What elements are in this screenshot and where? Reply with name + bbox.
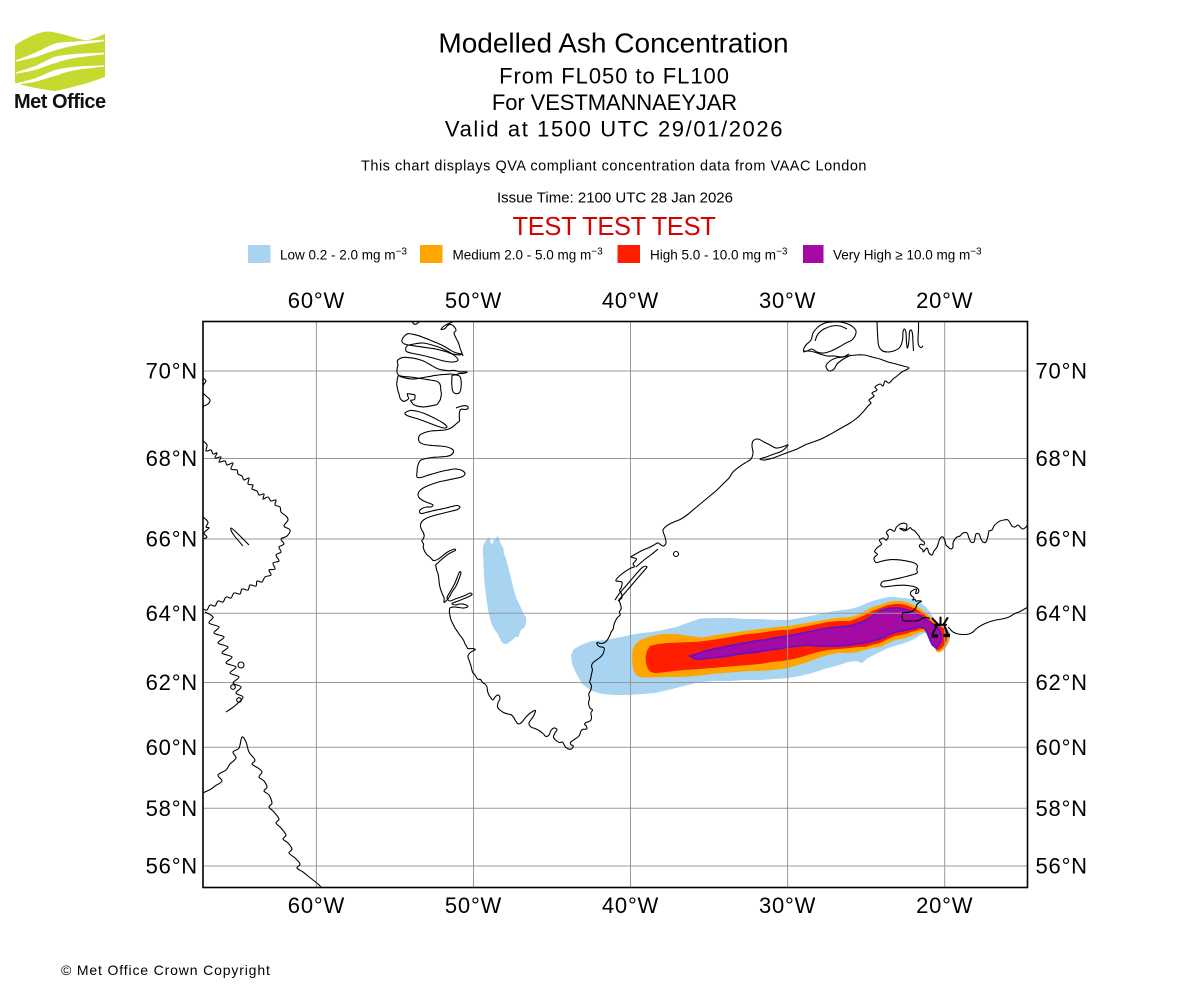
- svg-text:60°W: 60°W: [288, 288, 345, 313]
- svg-text:58°N: 58°N: [146, 796, 198, 821]
- svg-text:Valid at 1500 UTC 29/01/2026: Valid at 1500 UTC 29/01/2026: [445, 116, 784, 141]
- svg-text:68°N: 68°N: [1036, 446, 1088, 471]
- svg-text:50°W: 50°W: [445, 288, 502, 313]
- svg-text:© Met Office Crown Copyright: © Met Office Crown Copyright: [61, 962, 271, 978]
- svg-text:From FL050 to FL100: From FL050 to FL100: [499, 63, 730, 88]
- svg-text:20°W: 20°W: [916, 893, 973, 918]
- svg-text:30°W: 30°W: [759, 893, 816, 918]
- svg-text:40°W: 40°W: [602, 288, 659, 313]
- svg-text:High 5.0 - 10.0 mg m−3: High 5.0 - 10.0 mg m−3: [650, 247, 788, 263]
- svg-text:60°W: 60°W: [288, 893, 345, 918]
- svg-text:60°N: 60°N: [1036, 735, 1088, 760]
- svg-text:Modelled Ash Concentration: Modelled Ash Concentration: [438, 28, 788, 59]
- svg-text:56°N: 56°N: [1036, 854, 1088, 879]
- svg-text:Very High ≥ 10.0 mg m−3: Very High ≥ 10.0 mg m−3: [833, 247, 982, 263]
- svg-text:70°N: 70°N: [1036, 359, 1088, 384]
- svg-text:56°N: 56°N: [146, 854, 198, 879]
- svg-text:60°N: 60°N: [146, 735, 198, 760]
- svg-text:Low 0.2 - 2.0 mg m−3: Low 0.2 - 2.0 mg m−3: [280, 247, 407, 263]
- svg-text:50°W: 50°W: [445, 893, 502, 918]
- svg-text:Issue Time: 2100 UTC 28 Jan 20: Issue Time: 2100 UTC 28 Jan 2026: [497, 190, 733, 207]
- svg-text:64°N: 64°N: [146, 601, 198, 626]
- svg-text:40°W: 40°W: [602, 893, 659, 918]
- svg-text:Met Office: Met Office: [14, 91, 106, 113]
- svg-text:62°N: 62°N: [1036, 670, 1088, 695]
- svg-text:30°W: 30°W: [759, 288, 816, 313]
- svg-text:Medium 2.0 - 5.0 mg m−3: Medium 2.0 - 5.0 mg m−3: [453, 247, 604, 263]
- svg-text:66°N: 66°N: [1036, 527, 1088, 552]
- svg-text:For VESTMANNAEYJAR: For VESTMANNAEYJAR: [492, 90, 737, 115]
- svg-text:66°N: 66°N: [146, 527, 198, 552]
- svg-text:70°N: 70°N: [146, 359, 198, 384]
- svg-text:62°N: 62°N: [146, 670, 198, 695]
- svg-text:This chart displays QVA compli: This chart displays QVA compliant concen…: [361, 159, 867, 175]
- svg-text:64°N: 64°N: [1036, 601, 1088, 626]
- svg-text:20°W: 20°W: [916, 288, 973, 313]
- svg-text:68°N: 68°N: [146, 446, 198, 471]
- svg-text:TEST TEST TEST: TEST TEST TEST: [513, 213, 716, 241]
- svg-text:58°N: 58°N: [1036, 796, 1088, 821]
